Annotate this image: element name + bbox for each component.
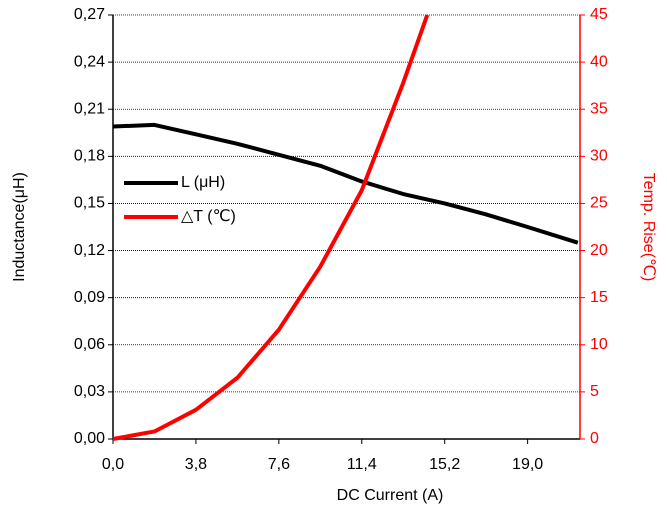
y2-tick-label: 30 xyxy=(590,148,608,165)
legend-label: L (μH) xyxy=(181,174,225,191)
x-tick-label: 15,2 xyxy=(429,456,460,473)
x-tick-label: 3,8 xyxy=(185,456,207,473)
y2-tick-label: 40 xyxy=(590,53,608,70)
y-tick-label: 0,00 xyxy=(74,430,105,447)
y-tick-label: 0,09 xyxy=(74,289,105,306)
y2-tick-label: 5 xyxy=(590,383,599,400)
y2-tick-label: 10 xyxy=(590,336,608,353)
x-tick-label: 0,0 xyxy=(102,456,124,473)
y2-tick-label: 45 xyxy=(590,6,608,23)
y-tick-label: 0,24 xyxy=(74,53,105,70)
y2-axis-label: Temp. Rise(℃) xyxy=(640,173,657,282)
y2-tick-label: 15 xyxy=(590,289,608,306)
y-tick-label: 0,03 xyxy=(74,383,105,400)
x-tick-label: 11,4 xyxy=(347,456,377,473)
y2-tick-label: 0 xyxy=(590,430,599,447)
y-tick-label: 0,18 xyxy=(74,148,105,165)
y2-tick-label: 20 xyxy=(590,242,608,259)
y-tick-label: 0,06 xyxy=(74,336,105,353)
series-line xyxy=(112,14,430,441)
y-axis-label: Inductance(μH) xyxy=(11,172,28,282)
x-axis-label: DC Current (A) xyxy=(337,487,444,504)
y2-tick-label: 35 xyxy=(590,100,608,117)
y-tick-label: 0,15 xyxy=(74,195,105,212)
x-tick-label: 7,6 xyxy=(268,456,290,473)
y2-tick-label: 25 xyxy=(590,195,608,212)
y-tick-label: 0,12 xyxy=(74,242,105,259)
y-tick-label: 0,27 xyxy=(74,6,105,23)
legend-label: △T (℃) xyxy=(181,208,236,225)
series-line xyxy=(112,122,579,245)
y-tick-label: 0,21 xyxy=(74,100,105,117)
x-tick-label: 19,0 xyxy=(512,456,543,473)
